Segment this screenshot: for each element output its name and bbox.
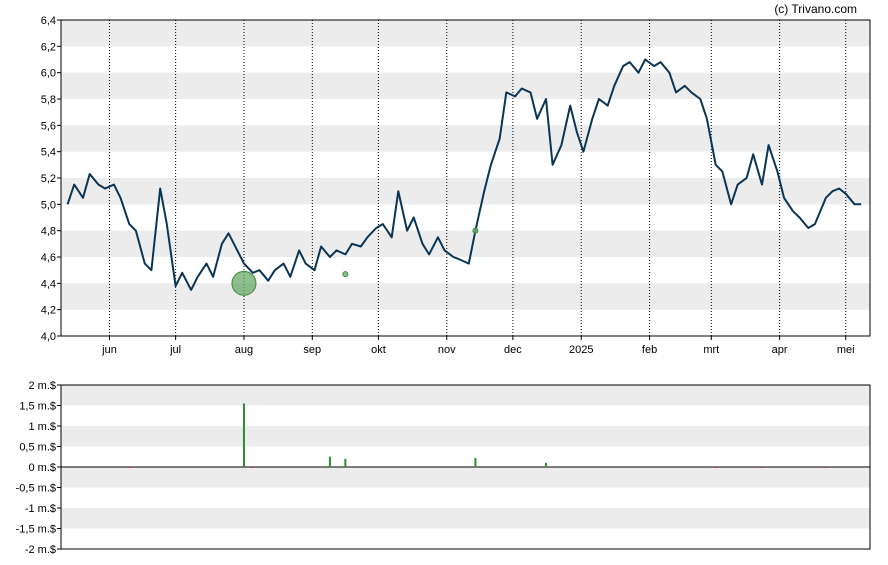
volume-grid-band — [61, 508, 870, 529]
volume-bar — [251, 467, 254, 468]
price-x-tick-label: nov — [438, 344, 456, 356]
volume-y-tick-label: -2 m.$ — [25, 544, 56, 556]
price-chart-panel: 6,4 6,2 6,0 5,8 5,6 5,4 5,2 5,0 4,8 4,6 4,4 4,2 4,0 j… — [41, 15, 871, 356]
volume-bar — [474, 457, 477, 467]
volume-bar — [344, 458, 347, 467]
volume-bar — [714, 467, 717, 468]
price-plot-frame — [60, 19, 871, 337]
volume-y-tick-label: 2 m.$ — [28, 380, 56, 392]
price-grid-band — [61, 230, 870, 257]
price-y-tick-label: 4,8 — [41, 226, 56, 238]
event-bubble-marker — [472, 227, 479, 234]
price-y-tick-label: 4,4 — [41, 278, 56, 290]
price-y-tick-label: 5,6 — [41, 120, 56, 132]
price-grid-band — [61, 72, 870, 99]
volume-plot-frame — [60, 384, 871, 550]
volume-bar — [760, 467, 763, 468]
price-y-tick-label: 4,2 — [41, 305, 56, 317]
credit-text: (c) Trivano.com — [774, 2, 857, 16]
price-x-tick-label: okt — [371, 344, 386, 356]
price-grid-band — [61, 283, 870, 310]
price-x-tick-label: jul — [169, 344, 181, 356]
price-line — [66, 58, 862, 291]
price-y-tick-label: 6,4 — [41, 15, 56, 27]
price-x-tick-label: apr — [772, 344, 788, 356]
price-x-tick-label: mei — [837, 344, 855, 356]
volume-y-tick-label: -1 m.$ — [25, 503, 56, 515]
price-y-tick-label: 6,0 — [41, 68, 56, 80]
volume-bar — [328, 456, 331, 467]
price-y-tick-label: 5,4 — [41, 147, 56, 159]
event-bubble-marker — [231, 270, 257, 296]
volume-grid-band — [61, 426, 870, 447]
volume-bar — [824, 467, 827, 468]
volume-y-tick-label: -0,5 m.$ — [16, 483, 56, 495]
price-y-tick-label: 4,6 — [41, 252, 56, 264]
price-y-tick-label: 4,0 — [41, 331, 56, 343]
price-grid-band — [61, 178, 870, 205]
price-y-tick-label: 5,8 — [41, 94, 56, 106]
price-x-tick-label: aug — [235, 344, 253, 356]
volume-bar — [544, 462, 547, 467]
volume-grid-band — [61, 467, 870, 488]
volume-y-tick-label: 0,5 m.$ — [19, 442, 56, 454]
volume-y-tick-label: 1,5 m.$ — [19, 401, 56, 413]
event-bubble-marker — [342, 271, 349, 278]
price-x-tick-label: sep — [303, 344, 321, 356]
price-grid-band — [61, 125, 870, 152]
price-x-tick-label: dec — [504, 344, 522, 356]
price-grid-band — [61, 20, 870, 47]
volume-y-tick-label: 0 m.$ — [28, 462, 56, 474]
volume-y-tick-label: 1 m.$ — [28, 421, 56, 433]
volume-bar — [242, 403, 245, 467]
price-x-tick-label: mrt — [703, 344, 719, 356]
price-x-tick-label: feb — [642, 344, 657, 356]
price-y-tick-label: 5,2 — [41, 173, 56, 185]
volume-grid-band — [61, 385, 870, 406]
volume-y-tick-label: -1,5 m.$ — [16, 524, 56, 536]
price-y-tick-label: 6,2 — [41, 41, 56, 53]
price-x-tick-label: jun — [101, 344, 117, 356]
volume-chart-panel: 2 m.$ 1,5 m.$ 1 m.$ 0,5 m.$ 0 m.$ -0,5 m.$ -1 … — [16, 380, 871, 556]
volume-bar — [128, 467, 131, 468]
price-x-tick-label: 2025 — [569, 344, 593, 356]
price-y-tick-label: 5,0 — [41, 199, 56, 211]
